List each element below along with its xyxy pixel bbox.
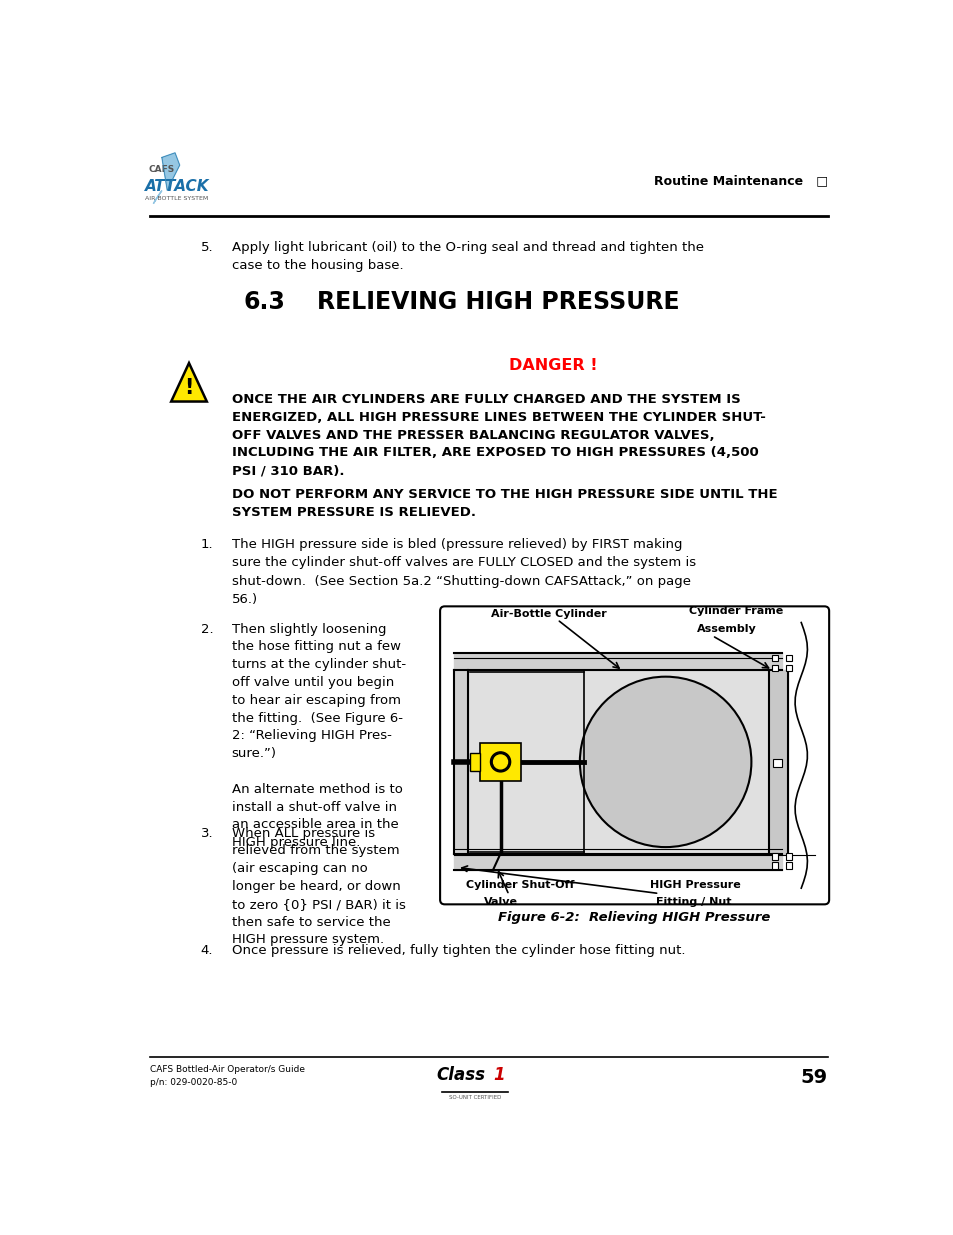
Text: ATTACK: ATTACK (145, 179, 210, 194)
Text: Assembly: Assembly (696, 624, 756, 634)
Bar (771, 655, 778, 661)
Bar (773, 760, 781, 767)
Text: Class: Class (436, 1066, 484, 1084)
Text: ONCE THE AIR CYLINDERS ARE FULLY CHARGED AND THE SYSTEM IS
ENERGIZED, ALL HIGH P: ONCE THE AIR CYLINDERS ARE FULLY CHARGED… (232, 393, 764, 477)
Text: Then slightly loosening
the hose fitting nut a few
turns at the cylinder shut-
o: Then slightly loosening the hose fitting… (232, 622, 405, 850)
Circle shape (579, 677, 751, 847)
Text: Routine Maintenance   □: Routine Maintenance □ (653, 174, 827, 186)
Text: SO-UNIT CERTIFIED: SO-UNIT CERTIFIED (448, 1095, 500, 1100)
Text: 59: 59 (800, 1068, 827, 1087)
Bar (771, 664, 778, 671)
Circle shape (490, 752, 510, 772)
Text: Figure 6-2:  Relieving HIGH Pressure: Figure 6-2: Relieving HIGH Pressure (497, 911, 770, 924)
Bar (785, 862, 791, 869)
Bar (785, 664, 791, 671)
Bar (468, 671, 768, 853)
Bar (771, 853, 778, 860)
Text: 5.: 5. (200, 241, 213, 253)
Text: Apply light lubricant (oil) to the O-ring seal and thread and tighten the
case t: Apply light lubricant (oil) to the O-rin… (232, 241, 703, 272)
Text: DO NOT PERFORM ANY SERVICE TO THE HIGH PRESSURE SIDE UNTIL THE
SYSTEM PRESSURE I: DO NOT PERFORM ANY SERVICE TO THE HIGH P… (232, 488, 777, 519)
Text: CAFS: CAFS (149, 165, 174, 174)
Text: DANGER !: DANGER ! (508, 358, 597, 373)
Text: HIGH Pressure: HIGH Pressure (649, 879, 740, 889)
Text: 4.: 4. (200, 944, 213, 957)
Text: 1.: 1. (200, 537, 213, 551)
Polygon shape (153, 190, 162, 204)
Circle shape (493, 755, 507, 769)
Text: 2.: 2. (200, 622, 213, 636)
Polygon shape (171, 363, 207, 401)
Bar (785, 853, 791, 860)
Text: !: ! (184, 378, 193, 398)
Text: 1: 1 (493, 1066, 504, 1084)
Text: When ALL pressure is
relieved from the system
(air escaping can no
longer be hea: When ALL pressure is relieved from the s… (232, 826, 405, 946)
Text: Fitting / Nut: Fitting / Nut (656, 898, 731, 908)
FancyBboxPatch shape (439, 606, 828, 904)
Text: 6.3: 6.3 (243, 290, 285, 314)
Bar (480, 742, 520, 782)
Text: AIR BOTTLE SYSTEM: AIR BOTTLE SYSTEM (145, 196, 208, 201)
Bar (785, 655, 791, 661)
Bar (469, 752, 479, 771)
Text: Air-Bottle Cylinder: Air-Bottle Cylinder (491, 609, 606, 619)
Text: 3.: 3. (200, 826, 213, 840)
Text: Cylinder Frame: Cylinder Frame (688, 605, 782, 615)
Text: Once pressure is relieved, fully tighten the cylinder hose fitting nut.: Once pressure is relieved, fully tighten… (232, 944, 684, 957)
Polygon shape (162, 153, 179, 190)
Text: Cylinder Shut-Off: Cylinder Shut-Off (466, 879, 575, 889)
Text: p/n: 029-0020-85-0: p/n: 029-0020-85-0 (150, 1078, 237, 1087)
Text: RELIEVING HIGH PRESSURE: RELIEVING HIGH PRESSURE (316, 290, 679, 314)
Text: CAFS Bottled-Air Operator/s Guide: CAFS Bottled-Air Operator/s Guide (150, 1065, 305, 1073)
Bar (771, 862, 778, 869)
Text: Valve: Valve (483, 898, 517, 908)
Text: The HIGH pressure side is bled (pressure relieved) by FIRST making
sure the cyli: The HIGH pressure side is bled (pressure… (232, 537, 695, 606)
